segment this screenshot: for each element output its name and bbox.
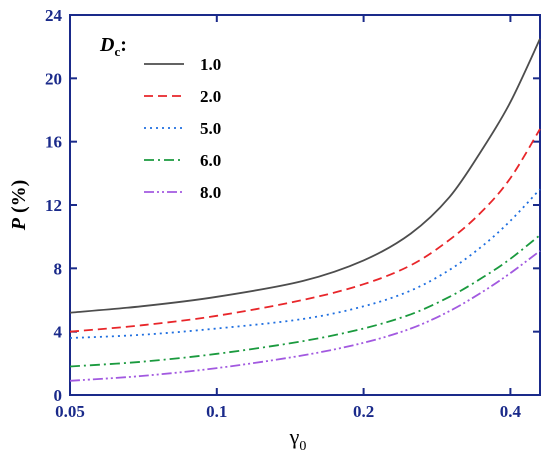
- y-tick-label: 4: [54, 323, 63, 342]
- series-line-2-0: [69, 128, 541, 333]
- legend-label: 8.0: [200, 183, 221, 202]
- axis-ticks: 0.05 0.1 0.2 0.4 0 4 8 12 16 20 24: [45, 6, 540, 421]
- series-line-1-0: [69, 38, 541, 314]
- x-axis-title: γ0: [289, 424, 307, 454]
- x-tick-label: 0.05: [55, 402, 85, 421]
- series-line-5-0: [69, 188, 541, 339]
- legend: Dc: 1.0 2.0 5.0 6.0 8.0: [99, 34, 221, 202]
- y-tick-label: 16: [45, 133, 62, 152]
- legend-label: 6.0: [200, 151, 221, 170]
- y-tick-label: 0: [54, 386, 63, 405]
- legend-title-sub: c: [114, 44, 120, 59]
- legend-label: 5.0: [200, 119, 221, 138]
- legend-label: 2.0: [200, 87, 221, 106]
- y-tick-label: 20: [45, 69, 62, 88]
- y-tick-label: 24: [45, 6, 63, 25]
- x-axis-title-sub: 0: [299, 439, 306, 454]
- x-tick-label: 0.4: [500, 402, 522, 421]
- series-layer: [69, 38, 541, 382]
- y-axis-title: P (%): [8, 180, 30, 232]
- series-line-6-0: [69, 234, 541, 368]
- plot-frame: [69, 14, 541, 396]
- y-tick-label: 8: [54, 259, 63, 278]
- x-tick-label: 0.2: [353, 402, 374, 421]
- legend-label: 1.0: [200, 55, 221, 74]
- legend-title: Dc:: [99, 34, 127, 59]
- y-axis-title-unit: (%): [8, 180, 30, 218]
- legend-title-suffix: :: [120, 34, 127, 56]
- y-axis-title-main: P: [8, 217, 30, 231]
- x-axis-title-main: γ: [289, 424, 300, 449]
- x-tick-label: 0.1: [206, 402, 227, 421]
- series-line-8-0: [69, 250, 541, 382]
- y-tick-label: 12: [45, 196, 62, 215]
- legend-title-main: D: [99, 34, 114, 56]
